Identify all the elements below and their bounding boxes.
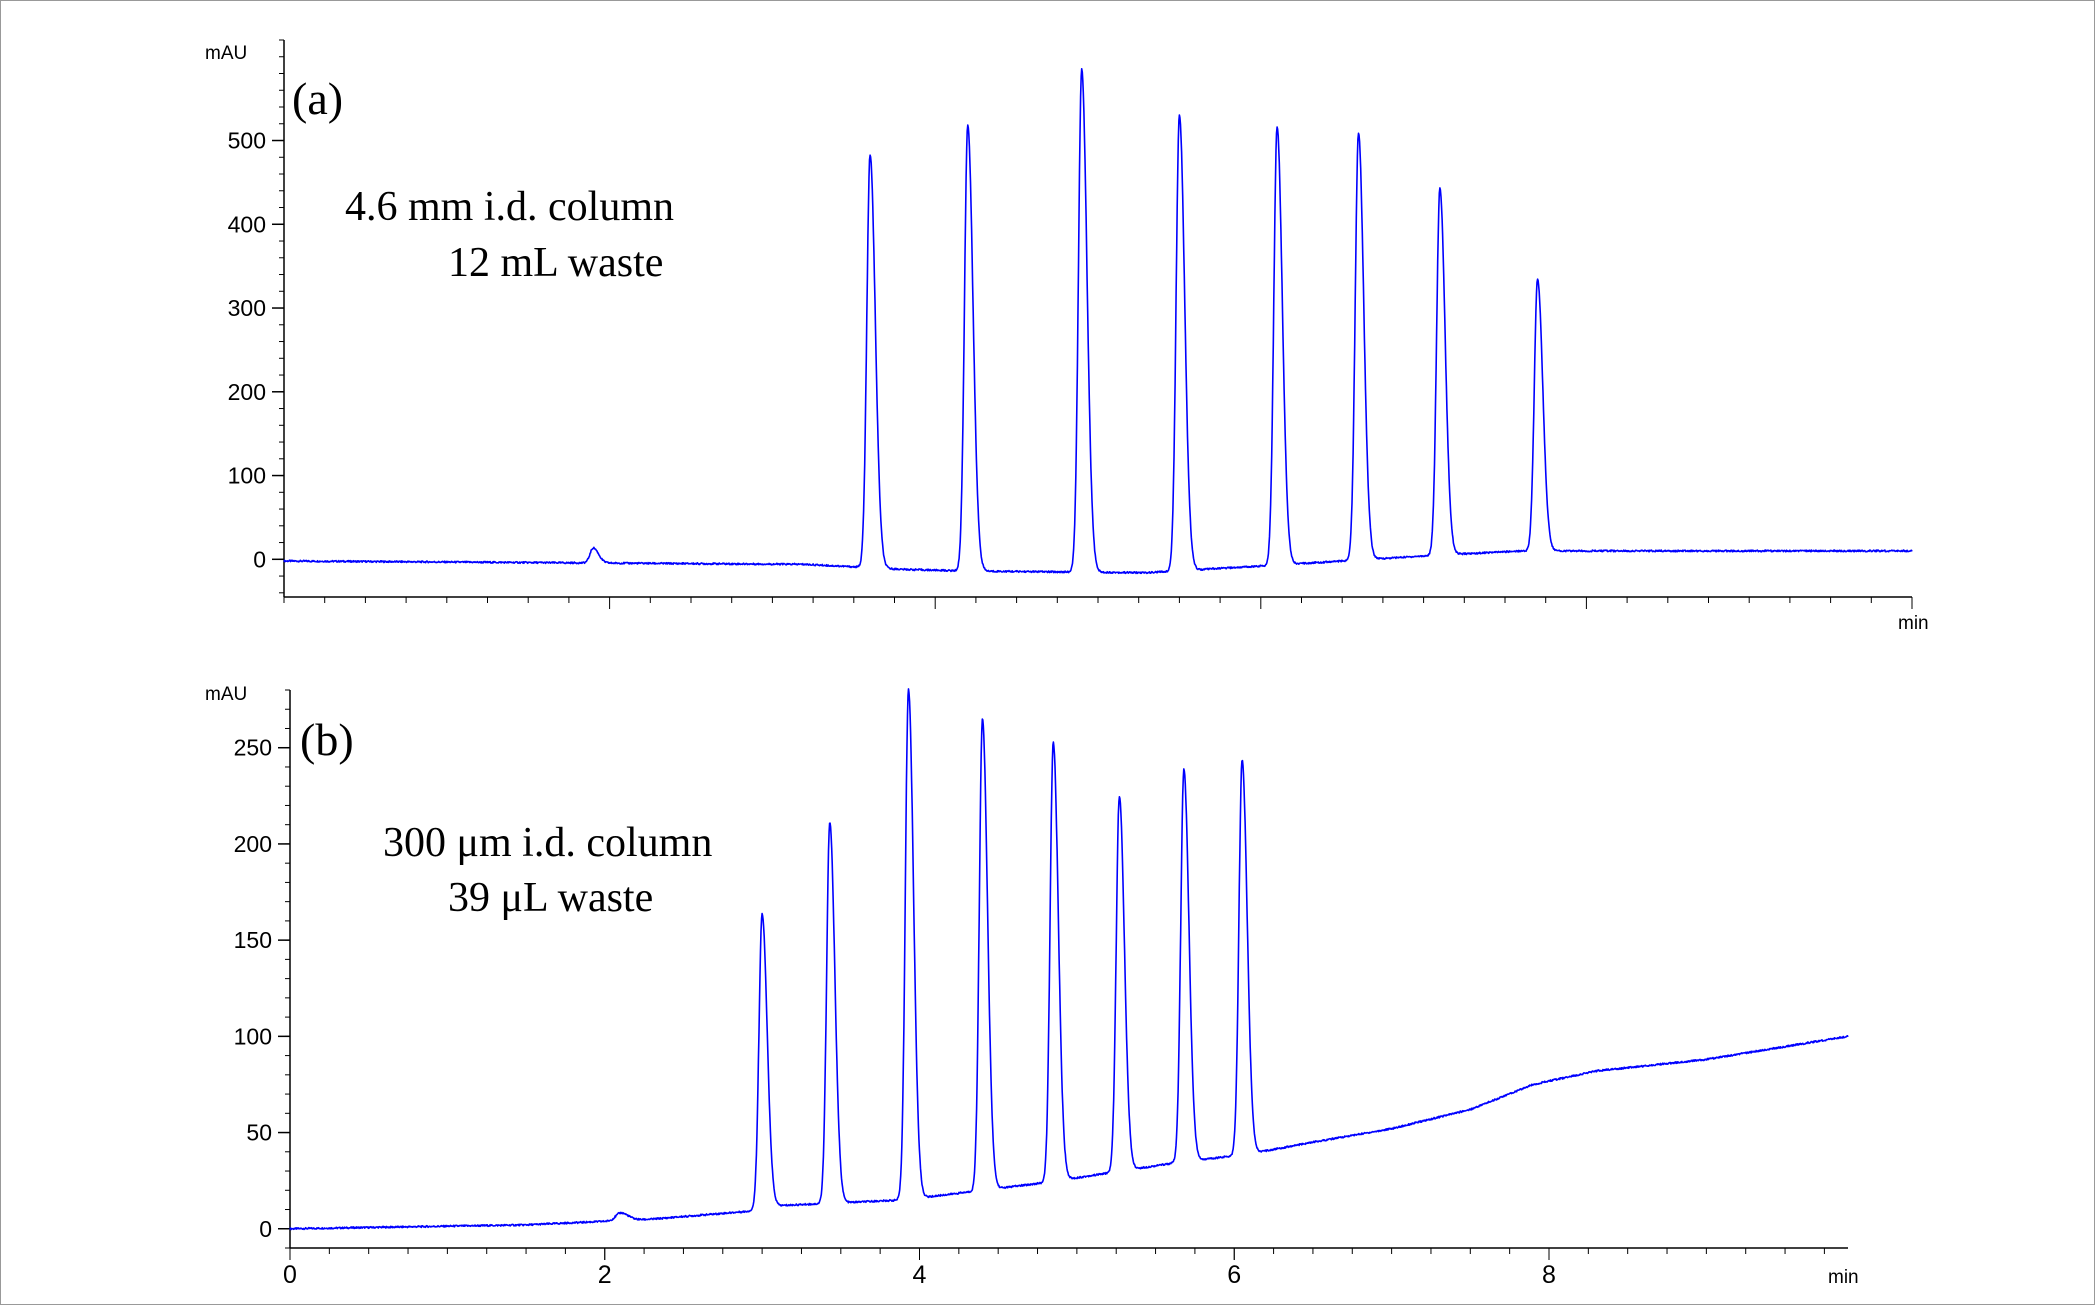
x-unit-label: min <box>1898 613 1929 634</box>
y-tick-label: 100 <box>234 1023 272 1049</box>
y-tick-label: 150 <box>234 927 272 953</box>
x-tick-label: 2 <box>598 1261 612 1289</box>
panel-annotation: 39 μL waste <box>448 875 653 921</box>
chromatogram-trace <box>283 68 1913 575</box>
y-tick-label: 200 <box>228 379 266 405</box>
y-tick-label: 400 <box>228 211 266 237</box>
panel-annotation: 4.6 mm i.d. column <box>345 184 674 230</box>
x-tick-label: 0 <box>283 1261 297 1289</box>
y-unit-label: mAU <box>205 43 247 64</box>
y-unit-label: mAU <box>205 684 247 705</box>
panel-label: (b) <box>300 714 354 765</box>
x-tick-label: 4 <box>913 1261 927 1289</box>
x-tick-label: 6 <box>1227 1261 1241 1289</box>
panel-annotation: 300 μm i.d. column <box>383 820 712 866</box>
chart-panel-b: 0 50 100 150 200 250 0 2 4 6 8 mAU min (b) 300 μm i.d.… <box>205 684 1859 1289</box>
y-tick-label: 250 <box>234 735 272 761</box>
panel-annotation: 12 mL waste <box>448 240 663 286</box>
chromatogram-trace <box>289 688 1849 1231</box>
y-tick-label: 0 <box>259 1216 272 1242</box>
x-unit-label: min <box>1828 1267 1859 1288</box>
y-tick-label: 300 <box>228 295 266 321</box>
y-tick-label: 50 <box>246 1120 272 1146</box>
y-tick-label: 100 <box>228 463 266 489</box>
x-tick-label: 8 <box>1542 1261 1556 1289</box>
chart-panel-a: 0 100 200 300 400 500 mAU min (a) 4.6 mm i.d. col… <box>205 39 1929 634</box>
panel-label: (a) <box>292 73 343 124</box>
y-tick-label: 0 <box>253 546 266 572</box>
y-tick-label: 500 <box>228 128 266 154</box>
y-tick-label: 200 <box>234 831 272 857</box>
